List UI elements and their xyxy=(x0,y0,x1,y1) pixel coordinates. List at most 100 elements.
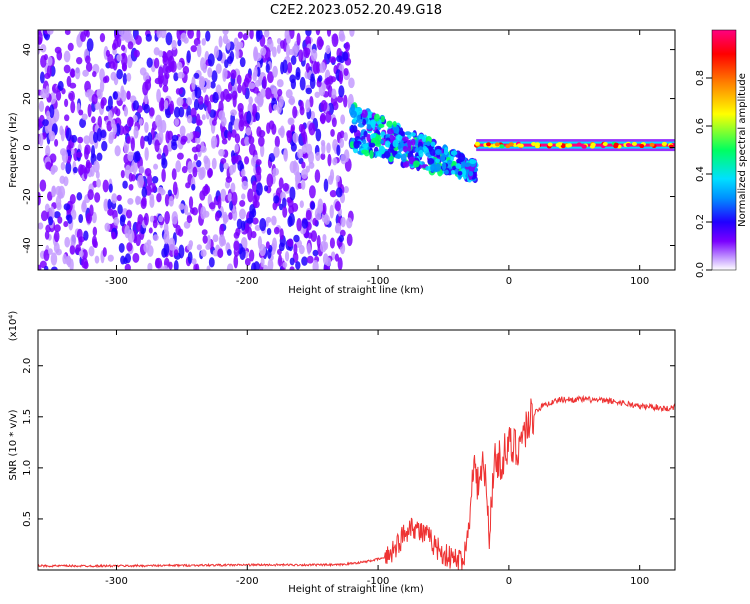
spectrogram-cell xyxy=(342,51,349,61)
spectrogram-cell xyxy=(338,70,344,85)
spectrogram-cell xyxy=(177,152,184,160)
spectrogram-cell xyxy=(182,103,189,110)
spectrogram-cell xyxy=(38,222,44,230)
spectrogram-cell xyxy=(361,109,368,119)
spectrogram-cell xyxy=(40,44,47,53)
spectrogram-cell xyxy=(266,122,271,134)
spectrogram-cell xyxy=(267,71,274,84)
spectrogram-cell xyxy=(248,96,253,105)
spectrogram-cell xyxy=(144,79,152,91)
spectrogram-y-tick-label: -40 xyxy=(22,237,33,253)
spectrogram-cell xyxy=(85,30,90,38)
spectrogram-cell xyxy=(407,145,412,152)
spectrogram-cell xyxy=(45,145,51,158)
spectrogram-cell xyxy=(158,77,163,88)
spectrogram-cell xyxy=(273,89,279,99)
spectrogram-cell xyxy=(226,263,234,270)
spectrogram-cell xyxy=(323,241,329,251)
spectrogram-x-tick-label: -100 xyxy=(367,276,390,287)
spectrogram-cell xyxy=(123,106,129,117)
spectrogram-cell xyxy=(278,177,284,190)
spectrogram-cell xyxy=(329,56,337,64)
spectrogram-cell xyxy=(147,132,153,146)
spectrogram-cell xyxy=(189,131,194,140)
spectrogram-cell xyxy=(338,33,346,42)
spectrogram-cell xyxy=(602,142,608,147)
spectrogram-cell xyxy=(430,141,436,147)
spectrogram-cell xyxy=(285,34,291,44)
spectrogram-cell xyxy=(196,244,202,251)
spectrogram-cell xyxy=(361,149,368,155)
spectrogram-cell xyxy=(161,247,168,258)
spectrogram-cell xyxy=(221,138,228,145)
spectrogram-cell xyxy=(310,48,318,62)
spectrogram-cell xyxy=(229,165,235,176)
spectrogram-cell xyxy=(69,258,74,270)
spectrogram-cell xyxy=(355,107,363,115)
spectrogram-cell xyxy=(308,185,316,199)
spectrogram-cell xyxy=(336,144,341,156)
spectrogram-cell xyxy=(324,214,330,225)
spectrogram-cell xyxy=(242,33,249,41)
spectrogram-cell xyxy=(264,30,270,38)
spectrogram-cell xyxy=(45,85,50,98)
spectrogram-cell xyxy=(79,118,87,128)
spectrogram-cell xyxy=(141,196,147,207)
spectrogram-cell xyxy=(440,154,446,163)
spectrogram-cell xyxy=(168,237,176,251)
spectrogram-cell xyxy=(235,48,240,60)
spectrogram-cell xyxy=(162,264,168,270)
spectrogram-cell xyxy=(223,162,229,170)
spectrogram-cell xyxy=(334,253,340,262)
spectrogram-cell xyxy=(253,200,260,209)
spectrogram-cell xyxy=(535,142,541,147)
spectrogram-cell xyxy=(190,107,197,118)
spectrogram-cell xyxy=(344,41,351,52)
spectrogram-cell xyxy=(271,46,277,58)
spectrogram-cell xyxy=(208,202,216,210)
spectrogram-cell xyxy=(126,135,131,144)
spectrogram-cell xyxy=(288,205,295,215)
spectrogram-cell xyxy=(339,229,346,237)
spectrogram-cell xyxy=(274,135,280,148)
spectrogram-cell xyxy=(252,180,257,193)
spectrogram-cell xyxy=(111,231,116,240)
spectrogram-cell xyxy=(171,211,179,225)
spectrogram-cell xyxy=(343,131,348,142)
spectrogram-cell xyxy=(146,57,153,68)
spectrogram-cell xyxy=(201,229,208,236)
spectrogram-cell xyxy=(143,103,150,114)
spectrogram-cell xyxy=(226,38,231,51)
spectrogram-cell xyxy=(38,43,41,55)
spectrogram-cell xyxy=(454,168,459,175)
spectrogram-cell xyxy=(38,36,43,45)
spectrogram-cell xyxy=(178,87,183,95)
spectrogram-cell xyxy=(130,137,135,152)
spectrogram-cell xyxy=(205,30,211,42)
spectrogram-cell xyxy=(114,145,121,157)
spectrogram-cell xyxy=(110,71,117,81)
spectrogram-cell xyxy=(140,135,145,150)
spectrogram-cell xyxy=(392,124,400,134)
spectrogram-cell xyxy=(70,234,77,247)
spectrogram-cell xyxy=(231,155,238,164)
spectrogram-cell xyxy=(320,152,326,160)
spectrogram-cell xyxy=(308,161,315,169)
spectrogram-cell xyxy=(187,30,194,39)
spectrogram-cell xyxy=(307,232,313,239)
spectrogram-cell xyxy=(139,67,147,76)
spectrogram-cell xyxy=(110,119,116,129)
spectrogram-cell xyxy=(128,183,134,191)
spectrogram-cell xyxy=(236,218,243,230)
snr-y-tick-label: 2.0 xyxy=(22,358,33,374)
spectrogram-cells xyxy=(38,30,675,270)
spectrogram-cell xyxy=(111,42,117,51)
spectrogram-cell xyxy=(284,250,290,262)
spectrogram-cell xyxy=(137,174,144,189)
spectrogram-cell xyxy=(130,174,136,182)
spectrogram-cell xyxy=(326,142,331,154)
spectrogram-cell xyxy=(264,185,269,192)
colorbar-tick-label: 0.6 xyxy=(695,118,706,134)
spectrogram-cell xyxy=(338,85,345,98)
spectrogram-cell xyxy=(187,251,193,264)
